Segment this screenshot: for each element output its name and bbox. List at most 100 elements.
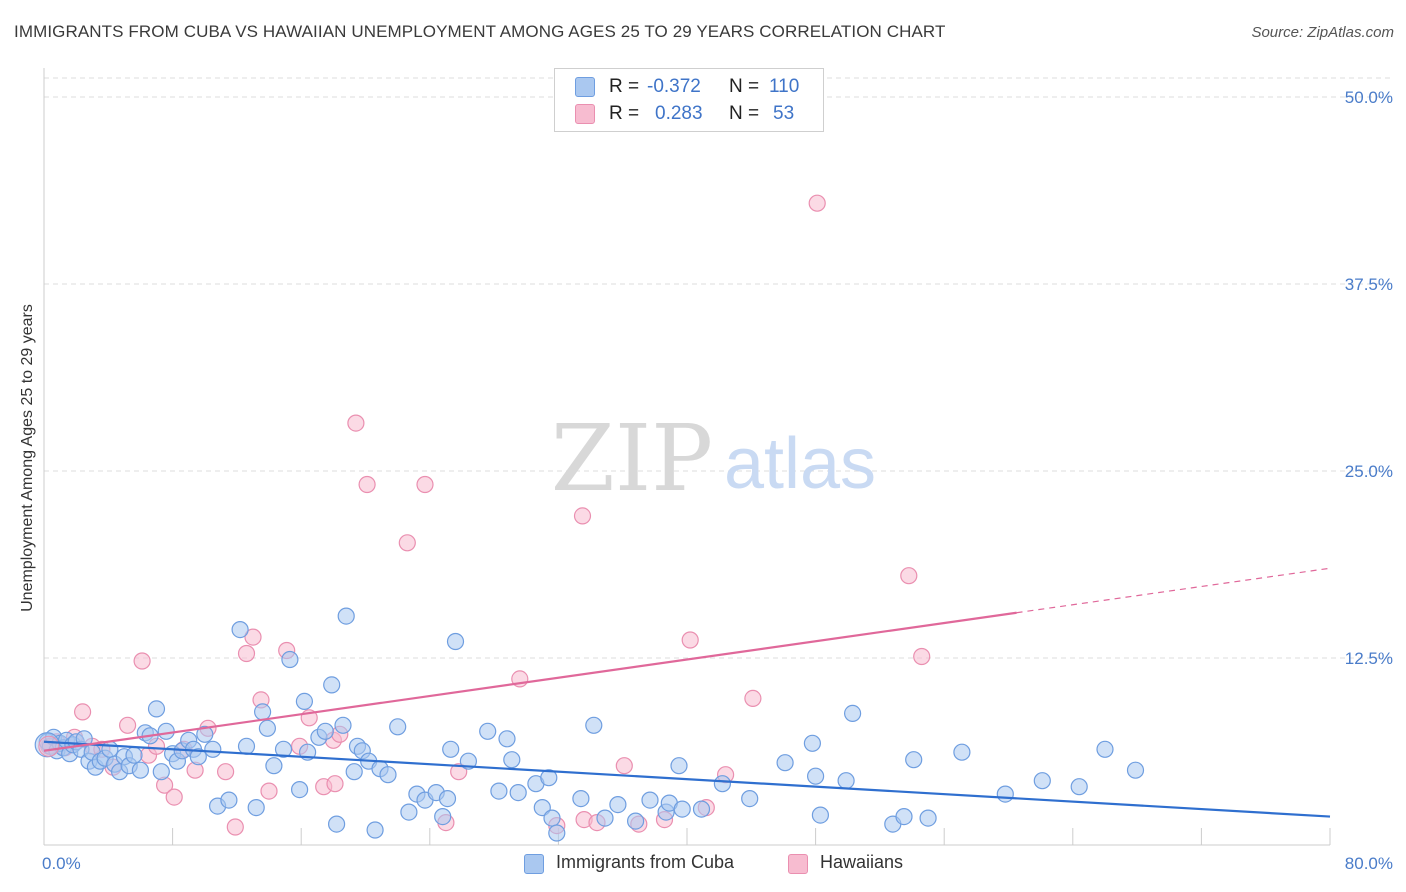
point-cuba — [479, 722, 497, 740]
point-cuba — [1070, 778, 1088, 796]
point-cuba — [400, 803, 418, 821]
stats-legend: R = -0.372 N = 110 R = 0.283 N = 53 — [554, 68, 824, 132]
point-cuba — [713, 775, 732, 793]
point-cuba — [626, 812, 645, 830]
legend-r-value: 0.283 — [655, 103, 703, 124]
data-points — [34, 194, 1145, 842]
point-cuba — [316, 722, 334, 740]
point-cuba — [548, 824, 566, 842]
point-hawaiian — [133, 652, 151, 670]
point-cuba — [692, 800, 711, 818]
point-cuba — [295, 692, 313, 711]
point-hawaiian — [573, 507, 592, 525]
bottom-legend-label-cuba: Immigrants from Cuba — [556, 852, 735, 872]
point-cuba — [237, 737, 256, 755]
trend-line-hawaiians — [43, 611, 1017, 752]
point-cuba — [670, 757, 688, 775]
point-cuba — [247, 798, 265, 817]
point-cuba — [895, 807, 913, 826]
point-cuba — [254, 703, 272, 721]
point-cuba — [490, 782, 508, 800]
legend-n-label: N = — [729, 103, 760, 124]
point-hawaiian — [681, 631, 699, 649]
point-cuba — [323, 676, 341, 694]
point-cuba — [811, 806, 830, 824]
point-cuba — [131, 761, 149, 779]
x-tick-label: 0.0% — [42, 854, 81, 873]
trend-line-cuba — [43, 740, 1331, 818]
point-cuba — [334, 716, 352, 734]
point-cuba — [596, 809, 614, 827]
point-hawaiian — [38, 735, 60, 757]
axes — [43, 68, 1331, 846]
point-hawaiian — [900, 567, 918, 585]
point-cuba — [157, 722, 175, 740]
watermark: ZIP atlas — [551, 405, 876, 512]
point-hawaiian — [416, 475, 434, 494]
bottom-legend-swatch-hawaiians — [788, 854, 808, 874]
point-cuba — [673, 800, 691, 818]
legend-swatch-cuba — [575, 77, 595, 97]
point-cuba — [543, 809, 561, 827]
point-cuba — [434, 807, 452, 826]
point-cuba — [366, 821, 384, 839]
point-cuba — [540, 769, 558, 787]
point-cuba — [101, 740, 119, 758]
point-hawaiian — [358, 475, 376, 494]
point-cuba — [1126, 761, 1145, 779]
y-tick-label: 37.5% — [1345, 275, 1393, 294]
point-hawaiian — [73, 703, 92, 721]
point-hawaiian — [913, 647, 931, 666]
y-tick-label: 50.0% — [1345, 88, 1393, 107]
point-cuba — [438, 789, 457, 808]
trend-line-hawaiians-projection — [1016, 567, 1331, 614]
source-label: Source: ZipAtlas.com — [1251, 24, 1394, 41]
point-cuba — [196, 725, 214, 743]
point-cuba — [837, 772, 855, 790]
legend-n-label: N = — [729, 76, 760, 97]
point-cuba — [641, 791, 659, 809]
point-cuba — [996, 785, 1014, 803]
point-cuba — [572, 789, 590, 808]
point-hawaiian — [326, 775, 344, 793]
point-cuba — [231, 620, 249, 639]
legend-n-value: 110 — [769, 76, 800, 97]
legend-r-label: R = — [609, 103, 640, 124]
point-hawaiian — [118, 716, 137, 734]
point-cuba — [345, 763, 363, 781]
point-hawaiian — [244, 628, 262, 646]
point-cuba — [953, 743, 971, 761]
point-cuba — [189, 748, 207, 766]
point-cuba — [803, 734, 822, 752]
point-cuba — [1033, 772, 1051, 790]
x-tick-label: 80.0% — [1345, 854, 1393, 873]
point-hawaiian — [165, 788, 183, 806]
point-hawaiian — [744, 689, 762, 708]
point-cuba — [281, 650, 299, 669]
point-hawaiian — [450, 763, 468, 781]
point-cuba — [152, 763, 170, 781]
point-cuba — [204, 740, 222, 758]
point-hawaiian — [398, 534, 416, 552]
trend-lines — [43, 567, 1331, 818]
point-cuba — [125, 746, 143, 764]
point-cuba — [905, 751, 923, 769]
y-tick-label: 25.0% — [1345, 462, 1393, 481]
point-cuba — [337, 607, 355, 625]
point-cuba — [843, 704, 862, 723]
point-cuba — [741, 789, 759, 808]
point-cuba — [147, 700, 166, 718]
point-cuba — [274, 740, 293, 758]
legend-r-value: -0.372 — [647, 76, 701, 97]
point-cuba — [291, 780, 309, 799]
point-cuba — [585, 716, 603, 734]
point-cuba — [389, 718, 407, 736]
point-cuba — [509, 783, 527, 802]
point-hawaiian — [217, 763, 235, 781]
legend-r-label: R = — [609, 76, 640, 97]
point-hawaiian — [237, 644, 256, 663]
bottom-legend-swatch-cuba — [524, 854, 544, 874]
point-cuba — [379, 766, 397, 784]
grid-lines — [44, 77, 1392, 659]
